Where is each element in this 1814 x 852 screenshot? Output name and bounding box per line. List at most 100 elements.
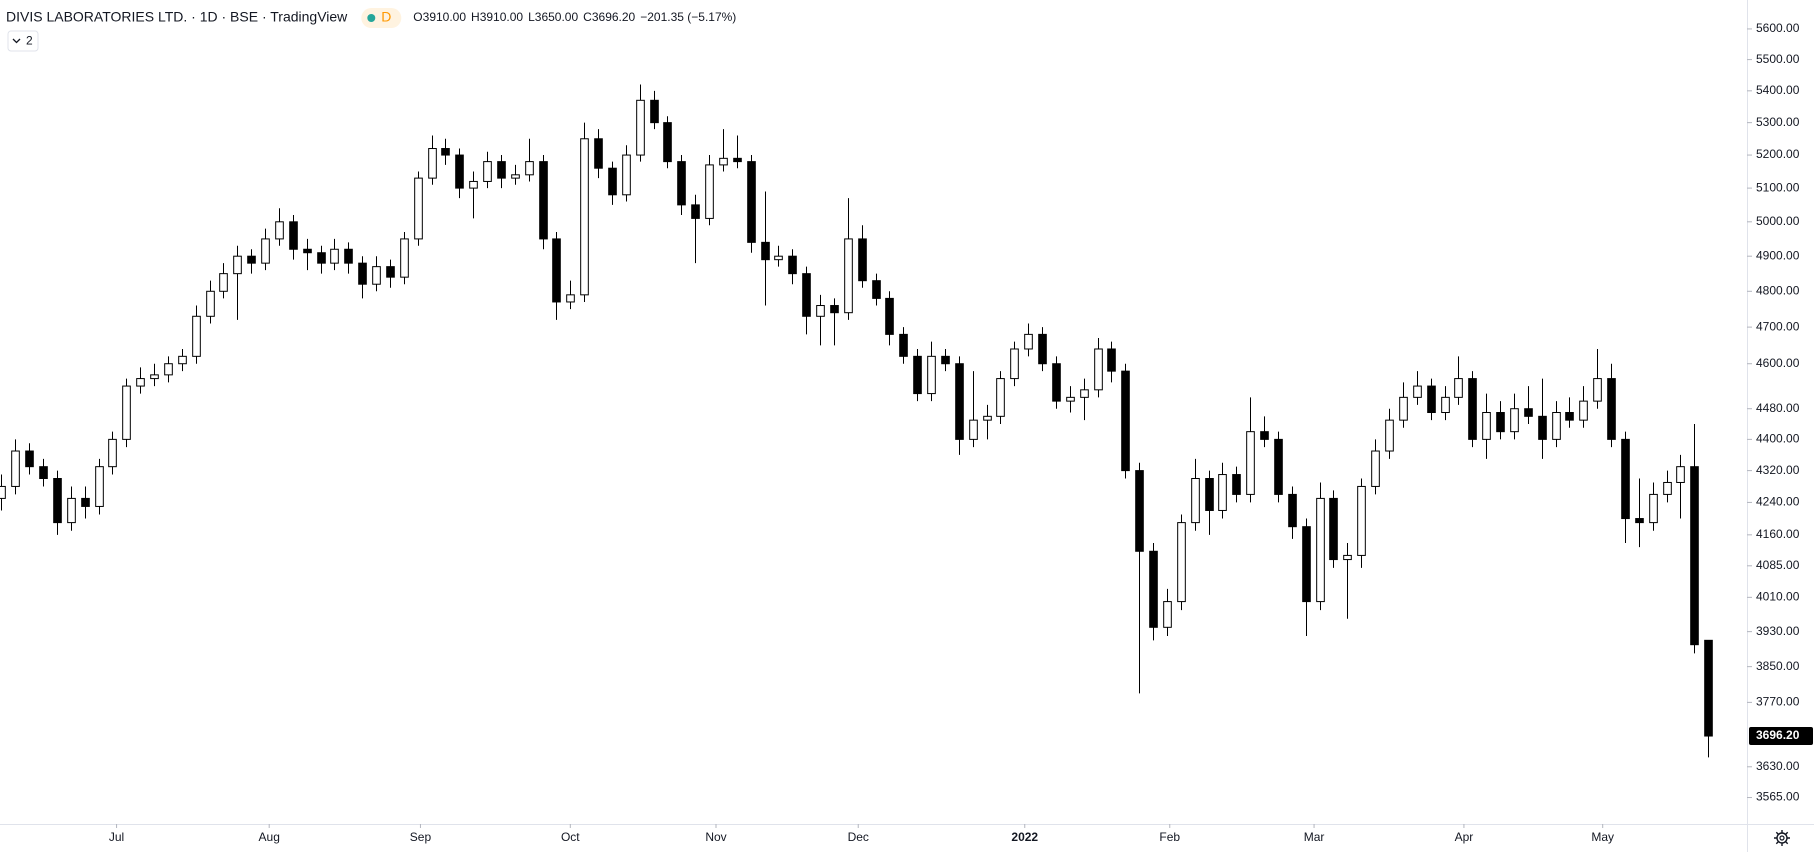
x-tick-label: Apr xyxy=(1455,830,1474,844)
candle-body xyxy=(733,157,742,163)
candle-body xyxy=(1010,348,1019,380)
candle-body xyxy=(1218,474,1227,511)
candle-body xyxy=(955,363,964,440)
ohlc-key: O xyxy=(413,10,422,24)
candle-body xyxy=(330,248,339,264)
candle-body xyxy=(539,161,548,240)
candle-body xyxy=(1427,385,1436,414)
candle-body xyxy=(1482,412,1491,440)
x-tick-label: Aug xyxy=(259,830,280,844)
candle-body xyxy=(206,290,215,317)
candle-body xyxy=(747,161,756,243)
candle-body xyxy=(1468,378,1477,440)
candle-body xyxy=(344,248,353,264)
candle-body xyxy=(885,297,894,335)
candle-body xyxy=(1121,370,1130,472)
y-tick-label: 5200.00 xyxy=(1756,147,1800,161)
candle-body xyxy=(983,415,992,421)
y-tick-label: 4900.00 xyxy=(1756,248,1800,262)
y-tick-label: 3630.00 xyxy=(1756,759,1800,773)
candle-body xyxy=(414,177,423,240)
candle-body xyxy=(1135,470,1144,552)
candle-body xyxy=(1552,412,1561,440)
candle-body xyxy=(1413,385,1422,398)
candle-body xyxy=(1288,493,1297,528)
y-tick-label: 5100.00 xyxy=(1756,180,1800,194)
candle-body xyxy=(358,262,367,285)
candle-body xyxy=(788,255,797,275)
candle-body xyxy=(1676,466,1685,483)
candle-body xyxy=(400,238,409,278)
candle-body xyxy=(1441,396,1450,414)
candle-body xyxy=(233,255,242,275)
candle-body xyxy=(1038,333,1047,365)
change: −201.35 (−5.17%) xyxy=(640,10,736,24)
y-tick-label: 3565.00 xyxy=(1756,790,1800,804)
ohlc-key: H xyxy=(471,10,480,24)
candle-body xyxy=(996,378,1005,417)
candle-body xyxy=(469,180,478,189)
header: DIVIS LABORATORIES LTD. · 1D · BSE · Tra… xyxy=(6,8,736,52)
x-tick-label: Jul xyxy=(109,830,124,844)
candle-body xyxy=(1690,466,1699,646)
candle-body xyxy=(1274,438,1283,495)
x-tick-label: May xyxy=(1591,830,1614,844)
candle-body xyxy=(1565,412,1574,421)
candle-body xyxy=(483,161,492,182)
y-tick-label: 3770.00 xyxy=(1756,695,1800,709)
y-tick-label: 4320.00 xyxy=(1756,463,1800,477)
candle-body xyxy=(1663,481,1672,495)
candle-body xyxy=(1066,396,1075,402)
interval-badge[interactable] xyxy=(361,8,402,28)
candle-body xyxy=(1371,450,1380,487)
y-tick-label: 5300.00 xyxy=(1756,115,1800,129)
candle-body xyxy=(705,164,714,219)
candle-body xyxy=(1163,601,1172,628)
x-tick-label: Dec xyxy=(848,830,869,844)
indicator-toggle[interactable] xyxy=(7,30,39,52)
candle-body xyxy=(428,148,437,179)
candle-body xyxy=(122,385,131,440)
settings-icon[interactable] xyxy=(1774,830,1790,846)
candle-body xyxy=(650,99,659,124)
candle-body xyxy=(608,167,617,196)
candle-body xyxy=(1704,639,1713,737)
candle-body xyxy=(386,266,395,278)
candle-body xyxy=(289,221,298,250)
candle-body xyxy=(691,204,700,219)
y-tick-label: 4010.00 xyxy=(1756,590,1800,604)
candle-body xyxy=(1246,431,1255,495)
candle-body xyxy=(1524,408,1533,417)
candle-body xyxy=(761,241,770,261)
x-tick-label: 2022 xyxy=(1011,830,1038,844)
y-tick-label: 4600.00 xyxy=(1756,356,1800,370)
candle-body xyxy=(1205,478,1214,511)
y-tick-label: 5400.00 xyxy=(1756,83,1800,97)
candle-body xyxy=(1107,348,1116,372)
chevron-icon xyxy=(12,38,21,44)
y-tick-label: 4240.00 xyxy=(1756,495,1800,509)
x-tick-label: Mar xyxy=(1304,830,1325,844)
candle-body xyxy=(872,280,881,299)
candle-body xyxy=(1260,431,1269,440)
candle-body xyxy=(1024,333,1033,350)
candle-body xyxy=(941,355,950,365)
candle-body xyxy=(261,238,270,264)
candle-body xyxy=(1593,378,1602,402)
y-tick-label: 4085.00 xyxy=(1756,558,1800,572)
y-tick-label: 4700.00 xyxy=(1756,319,1800,333)
candle-body xyxy=(275,221,284,240)
candle-body xyxy=(1607,378,1616,440)
candle-body xyxy=(1177,522,1186,603)
candle-body xyxy=(719,157,728,166)
candle-body xyxy=(816,305,825,317)
candle-body xyxy=(53,478,62,524)
candle-body xyxy=(178,355,187,365)
y-tick-label: 4160.00 xyxy=(1756,527,1800,541)
ohlc-value: 3696.20 xyxy=(592,10,636,24)
candle-body xyxy=(39,466,48,480)
ohlc-value: 3910.00 xyxy=(480,10,524,24)
plot xyxy=(0,84,1713,758)
